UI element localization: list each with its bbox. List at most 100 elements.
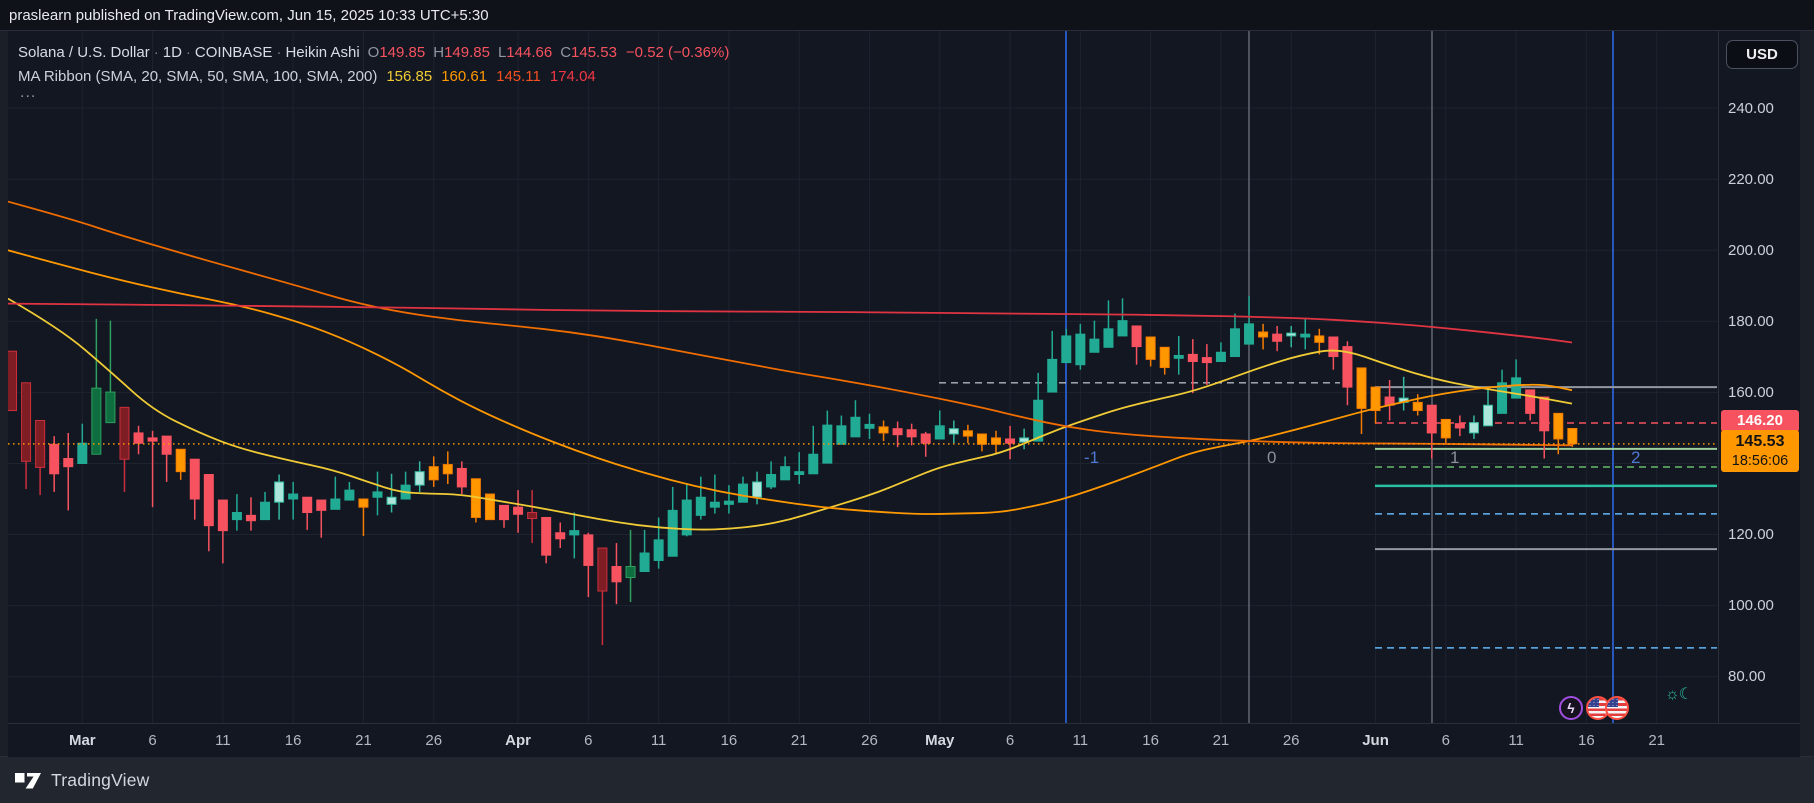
candle[interactable] <box>1005 438 1016 444</box>
candle[interactable] <box>1314 335 1325 343</box>
candle[interactable] <box>1440 418 1451 439</box>
candle[interactable] <box>639 552 650 572</box>
candle[interactable] <box>133 432 144 444</box>
candle[interactable] <box>752 481 763 498</box>
tradingview-logo-icon[interactable] <box>15 770 42 791</box>
candle[interactable] <box>1089 338 1100 353</box>
us-flag-event-icon[interactable] <box>1605 696 1629 720</box>
candle[interactable] <box>850 416 861 438</box>
us-flag-event-icon[interactable] <box>1586 696 1610 720</box>
candle[interactable] <box>330 498 341 510</box>
candle[interactable] <box>1103 328 1114 348</box>
chart-plot-area[interactable]: -1 0 1 2 Solana / U.S. Dollar · 1D · COINBASE · H… <box>8 31 1718 723</box>
candle[interactable] <box>1272 333 1283 342</box>
candle[interactable] <box>77 442 88 464</box>
candle[interactable] <box>667 509 678 557</box>
candle[interactable] <box>260 501 271 521</box>
candle[interactable] <box>1159 346 1170 369</box>
candle[interactable] <box>1370 386 1381 412</box>
candle[interactable] <box>597 547 608 592</box>
candle[interactable] <box>119 406 130 460</box>
candle[interactable] <box>906 429 917 438</box>
candle[interactable] <box>737 483 748 503</box>
candle[interactable] <box>8 350 18 412</box>
candle[interactable] <box>358 498 369 508</box>
tradingview-brand-text[interactable]: TradingView <box>51 769 150 790</box>
candle[interactable] <box>864 423 875 429</box>
candle[interactable] <box>878 426 889 434</box>
candle[interactable] <box>1286 332 1297 337</box>
candle[interactable] <box>1328 336 1339 358</box>
candle[interactable] <box>1553 412 1564 440</box>
candle[interactable] <box>1539 396 1550 432</box>
candle[interactable] <box>1229 328 1240 358</box>
currency-toggle-button[interactable]: USD <box>1726 40 1798 69</box>
candle[interactable] <box>1173 354 1184 359</box>
sma20-line[interactable] <box>8 297 1573 531</box>
candle[interactable] <box>35 419 46 468</box>
price-chart-canvas[interactable]: -1 0 1 2 <box>8 31 1718 723</box>
candle[interactable] <box>723 500 734 505</box>
candle[interactable] <box>892 428 903 436</box>
candle[interactable] <box>372 491 383 498</box>
candle[interactable] <box>709 501 720 508</box>
candle[interactable] <box>1145 336 1156 360</box>
candle[interactable] <box>1356 367 1367 409</box>
candle[interactable] <box>1300 333 1311 338</box>
candle[interactable] <box>386 496 397 505</box>
candle[interactable] <box>920 433 931 444</box>
candle[interactable] <box>189 458 200 500</box>
candle[interactable] <box>794 471 805 475</box>
candle[interactable] <box>203 473 214 527</box>
candle[interactable] <box>1244 323 1255 345</box>
candle[interactable] <box>681 499 692 536</box>
candle[interactable] <box>555 532 566 540</box>
candle[interactable] <box>288 493 299 500</box>
lightning-event-icon[interactable]: ϟ <box>1559 696 1583 720</box>
candle[interactable] <box>1047 358 1058 393</box>
candle[interactable] <box>217 499 228 532</box>
candle[interactable] <box>63 458 74 468</box>
candle[interactable] <box>808 453 819 475</box>
candle[interactable] <box>934 425 945 440</box>
candle[interactable] <box>1215 351 1226 363</box>
candle[interactable] <box>49 443 60 475</box>
candle[interactable] <box>344 489 355 501</box>
candle[interactable] <box>1426 404 1437 434</box>
candle[interactable] <box>1483 404 1493 427</box>
candle[interactable] <box>611 566 622 583</box>
candle[interactable] <box>456 467 467 488</box>
candle[interactable] <box>1567 427 1578 445</box>
candle[interactable] <box>1019 437 1030 443</box>
candle[interactable] <box>1187 353 1198 363</box>
candle[interactable] <box>161 435 172 455</box>
candle[interactable] <box>948 428 959 435</box>
candle[interactable] <box>245 514 256 522</box>
candle[interactable] <box>569 530 580 536</box>
candle[interactable] <box>105 391 116 424</box>
sma50-line[interactable] <box>8 249 1573 515</box>
candle[interactable] <box>1075 333 1086 366</box>
candle[interactable] <box>1117 320 1128 337</box>
candle[interactable] <box>695 496 706 516</box>
candle[interactable] <box>1412 401 1423 412</box>
candle[interactable] <box>527 512 538 520</box>
candle[interactable] <box>499 504 510 521</box>
candle[interactable] <box>1468 422 1479 434</box>
time-axis[interactable]: Mar 6 11 16 21 26 Apr 6 11 16 21 26 May 6 11 16 21 26 Jun 6… <box>8 723 1800 757</box>
candle[interactable] <box>1061 335 1072 364</box>
candle[interactable] <box>976 433 987 445</box>
candle[interactable] <box>1258 331 1269 338</box>
candle[interactable] <box>1525 389 1536 414</box>
candle[interactable] <box>1131 325 1142 348</box>
candle[interactable] <box>231 512 242 521</box>
candle[interactable] <box>780 466 791 481</box>
sma200-line[interactable] <box>8 302 1573 344</box>
candle[interactable] <box>147 437 158 442</box>
candle[interactable] <box>484 493 495 521</box>
candle[interactable] <box>1342 346 1353 388</box>
candle[interactable] <box>1201 357 1212 364</box>
candle[interactable] <box>513 506 524 515</box>
candle[interactable] <box>316 499 327 511</box>
candle[interactable] <box>428 466 439 481</box>
